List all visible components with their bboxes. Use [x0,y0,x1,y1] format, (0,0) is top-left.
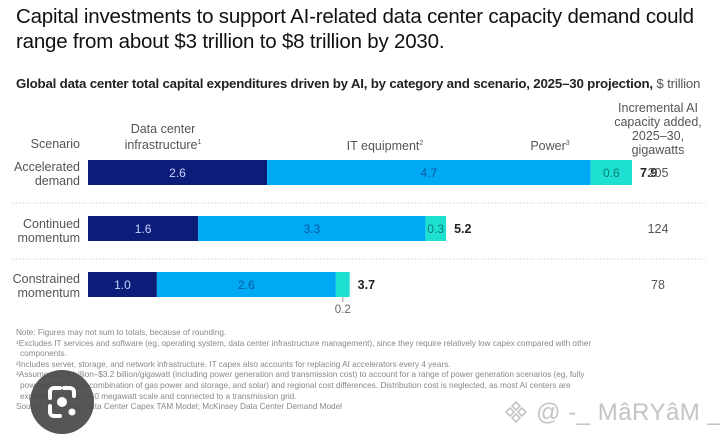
binance-logo-icon [504,400,528,423]
bar-it [267,160,591,185]
scenario-label-constrained: Constrained momentum [8,272,80,300]
header-it-footnote: 2 [419,140,424,147]
bar-value-label: 1.6 [135,222,152,236]
bar-value-label: 2.6 [238,278,255,292]
scenario-label-accelerated: Accelerated demand [8,160,80,188]
footnotes: Note: Figures may not sum to totals, bec… [16,328,716,413]
capacity-value: 78 [651,278,665,292]
scenario-line2: momentum [17,231,80,245]
capacity-value: 124 [648,222,669,236]
note-source: Source: McKinsey Data Center Capex TAM M… [16,402,342,412]
bar-value-label: 0.6 [603,166,620,180]
header-capacity: Incremental AI capacity added, 2025–30, … [613,101,703,157]
scenario-line1: Continued [23,217,80,231]
bar-power [590,160,632,185]
subtitle-unit: $ trillion [652,76,701,91]
subtitle-text: Global data center total capital expendi… [16,76,653,91]
note-rounding: Note: Figures may not sum to totals, bec… [16,328,227,337]
bar-value-label: 4.7 [421,166,438,180]
lens-search-button[interactable] [30,370,94,434]
bar-infra [88,160,268,185]
note-3-cont: powered by gas, a combination of gas pow… [20,380,571,390]
bar-power [335,272,350,297]
header-power: Power3 [520,137,580,153]
header-infra-text: Data center infrastructure [124,122,198,153]
bar-it [156,272,336,297]
header-it-text: IT equipment [346,139,420,154]
bar-power [425,216,447,241]
header-power-footnote: 3 [565,140,570,147]
bar-value-label: 2.6 [169,166,186,180]
note-3: ³Assumes $2.8 billion–$3.2 billion/gigaw… [16,370,585,380]
note-3-cont2: expected to be at >50 megawatt scale and… [20,391,297,401]
header-it: IT equipment2 [330,137,440,153]
scenario-line2: momentum [17,286,80,300]
header-infra-footnote: 1 [197,139,202,146]
header-capacity-text: Incremental AI capacity added, 2025–30, … [614,101,702,157]
bar-value-label: 3.3 [303,222,320,236]
bar-value-label: 1.0 [114,278,131,292]
bar-infra [88,216,199,241]
scenario-label-continued: Continued momentum [8,217,80,245]
bar-infra [88,272,157,297]
scenario-line2: demand [34,174,80,188]
note-1-cont: components. [20,349,67,359]
total-label: 3.7 [358,278,375,292]
scenario-line1: Constrained [12,272,80,286]
note-2: ²Includes server, storage, and network i… [16,359,451,369]
bar-value-label: 0.3 [427,222,444,236]
watermark: @ -_ MâRYâM _- [503,399,720,427]
header-scenario-text: Scenario [30,137,80,151]
header-scenario: Scenario [14,137,80,151]
total-label: 7.9 [640,166,657,180]
header-power-text: Power [530,139,566,154]
watermark-text: @ -_ MâRYâM _- [536,399,720,426]
bar-value-label: 0.2 [335,304,351,316]
chart-title: Capital investments to support AI-relate… [16,5,694,53]
camera-lens-icon [48,386,76,418]
scenario-line1: Accelerated [13,160,80,174]
header-infra: Data center infrastructure1 [108,122,218,152]
note-1: ¹Excludes IT services and software (eg, … [16,338,592,348]
chart-subtitle: Global data center total capital expendi… [16,75,700,92]
bar-it [198,216,426,241]
total-label: 5.2 [454,222,471,236]
capacity-value: 205 [648,166,669,180]
